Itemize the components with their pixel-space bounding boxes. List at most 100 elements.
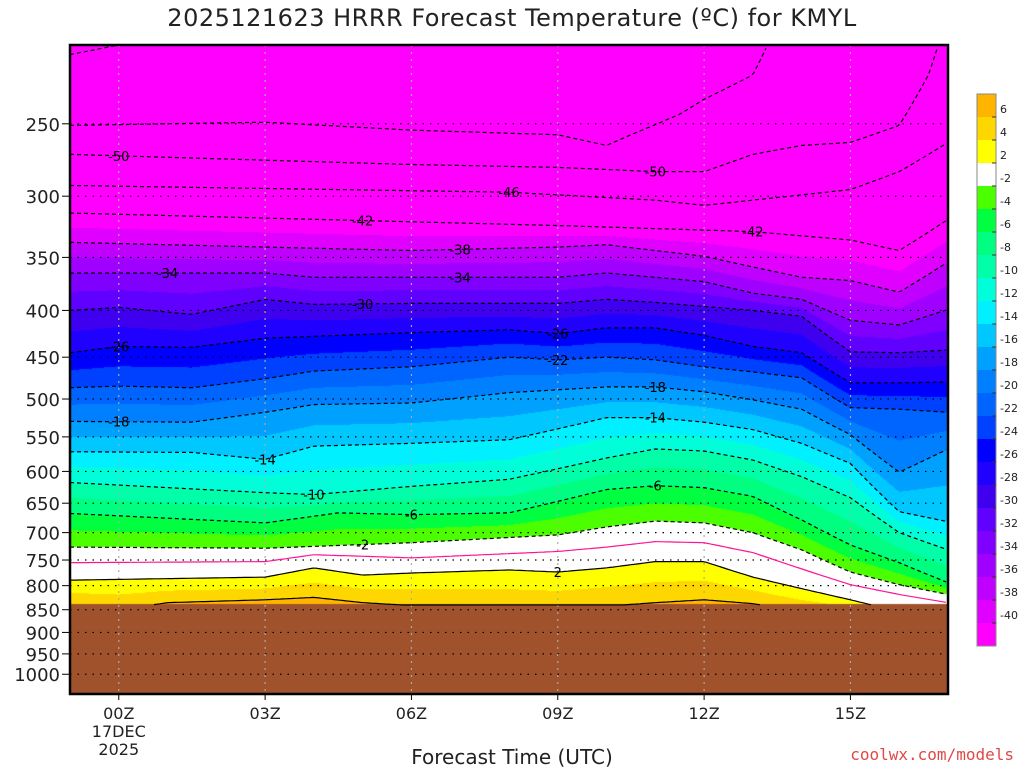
colorbar-label: -16 xyxy=(1000,333,1018,346)
colorbar-label: -20 xyxy=(1000,379,1018,392)
y-axis: 2503003504004505005506006507007508008509… xyxy=(14,115,70,686)
colorbar-swatch xyxy=(977,439,996,462)
colorbar-label: -10 xyxy=(1000,264,1018,277)
isotherm--10 xyxy=(69,448,947,550)
contour-label: -30 xyxy=(352,298,373,313)
grid-lines xyxy=(70,45,948,694)
y-tick-label: 800 xyxy=(26,577,60,598)
colorbar-label: -40 xyxy=(1000,609,1018,622)
colorbar-label: -6 xyxy=(1000,218,1011,231)
colorbar-label: -30 xyxy=(1000,494,1018,507)
isotherm--38 xyxy=(70,241,947,293)
colorbar-label: 2 xyxy=(1000,149,1007,162)
contour-label: -42 xyxy=(352,215,373,230)
colorbar-swatch xyxy=(977,485,996,508)
contour-label: -14 xyxy=(645,412,666,427)
contour-label: -50 xyxy=(645,166,666,181)
isotherm--14 xyxy=(69,417,947,522)
colorbar-swatch xyxy=(977,232,996,255)
x-tick-label: 12Z xyxy=(688,704,719,723)
colorbar-label: -22 xyxy=(1000,402,1018,415)
colorbar-swatch xyxy=(977,163,996,186)
colorbar-label: -2 xyxy=(1000,172,1011,185)
x-date-label: 17DEC xyxy=(92,722,146,741)
colorbar-label: -36 xyxy=(1000,563,1018,576)
isotherm-0 xyxy=(69,540,947,603)
contour-label: -34 xyxy=(157,267,178,282)
colorbar-label: -32 xyxy=(1000,517,1018,530)
colorbar-label: -34 xyxy=(1000,540,1018,553)
isotherm--58 xyxy=(69,44,119,56)
credit-link[interactable]: coolwx.com/models xyxy=(850,745,1014,764)
contour-label: -10 xyxy=(303,489,324,504)
contour-label: -22 xyxy=(547,354,568,369)
y-tick-label: 450 xyxy=(26,348,60,369)
colorbar-label: -24 xyxy=(1000,425,1018,438)
colorbar-swatch xyxy=(977,531,996,554)
y-tick-label: 900 xyxy=(26,623,60,644)
x-tick-label: 15Z xyxy=(835,704,866,723)
colorbar-swatch xyxy=(977,577,996,600)
contour-label: -18 xyxy=(108,416,129,431)
contour-label: 2 xyxy=(554,566,562,581)
chart-title: 2025121623 HRRR Forecast Temperature (ºC… xyxy=(167,4,857,32)
y-tick-label: 350 xyxy=(26,248,60,269)
colorbar-label: -26 xyxy=(1000,448,1018,461)
contour-label: -14 xyxy=(254,453,275,468)
y-tick-label: 250 xyxy=(26,115,60,136)
contour-label: -26 xyxy=(108,340,129,355)
colorbar-swatch xyxy=(977,301,996,324)
contour-label: -2 xyxy=(356,539,369,554)
isotherm--30 xyxy=(69,298,947,354)
isotherm--42 xyxy=(69,212,947,251)
y-tick-label: 500 xyxy=(26,390,60,411)
isotherm--50 xyxy=(70,48,938,173)
colorbar-swatch xyxy=(977,416,996,439)
colorbar-swatch xyxy=(977,600,996,623)
colorbar-label: -18 xyxy=(1000,356,1018,369)
contour-label: -26 xyxy=(547,328,568,343)
y-tick-label: 600 xyxy=(26,462,60,483)
contour-labels: -50-50-46-42-42-38-34 -34-30-26-26-22-18-… xyxy=(108,150,763,581)
colorbar-label: -4 xyxy=(1000,195,1011,208)
plot-frame xyxy=(68,43,950,696)
colorbar-swatch xyxy=(977,186,996,209)
x-tick-label: 09Z xyxy=(542,704,573,723)
y-tick-label: 650 xyxy=(26,494,60,515)
colorbar-swatch xyxy=(977,347,996,370)
y-tick-label: 950 xyxy=(26,645,60,666)
colorbar-swatch xyxy=(977,623,996,646)
isotherm--22 xyxy=(69,356,947,413)
temperature-fill xyxy=(70,45,948,694)
colorbar-label: -38 xyxy=(1000,586,1018,599)
colorbar-label: 4 xyxy=(1000,126,1007,139)
isotherm-lines xyxy=(69,44,947,606)
colorbar-swatch xyxy=(977,370,996,393)
isotherm-6 xyxy=(153,596,761,606)
colorbar-label: -28 xyxy=(1000,471,1018,484)
colorbar-swatch xyxy=(977,94,996,117)
contour-label: -6 xyxy=(405,509,418,524)
colorbar-swatch xyxy=(977,278,996,301)
isotherm-2 xyxy=(70,560,872,606)
colorbar-swatch xyxy=(977,117,996,140)
colorbar-label: 6 xyxy=(1000,103,1007,116)
x-tick-label: 00Z xyxy=(103,704,134,723)
colorbar-label: -14 xyxy=(1000,310,1018,323)
isotherm--26 xyxy=(69,327,947,384)
colorbar-swatch xyxy=(977,324,996,347)
contour-label: -42 xyxy=(742,226,763,241)
contour-label: -6 xyxy=(649,480,662,495)
y-tick-label: 550 xyxy=(26,428,60,449)
y-tick-label: 1000 xyxy=(14,665,60,686)
colorbar-label: -12 xyxy=(1000,287,1018,300)
isotherm--46 xyxy=(70,143,947,206)
colorbar-swatch xyxy=(977,554,996,577)
contour-label: -18 xyxy=(645,381,666,396)
colorbar-swatch xyxy=(977,393,996,416)
colorbar-swatch xyxy=(977,209,996,232)
contour-label: -38 xyxy=(450,243,471,258)
contour-label: -50 xyxy=(108,150,129,165)
